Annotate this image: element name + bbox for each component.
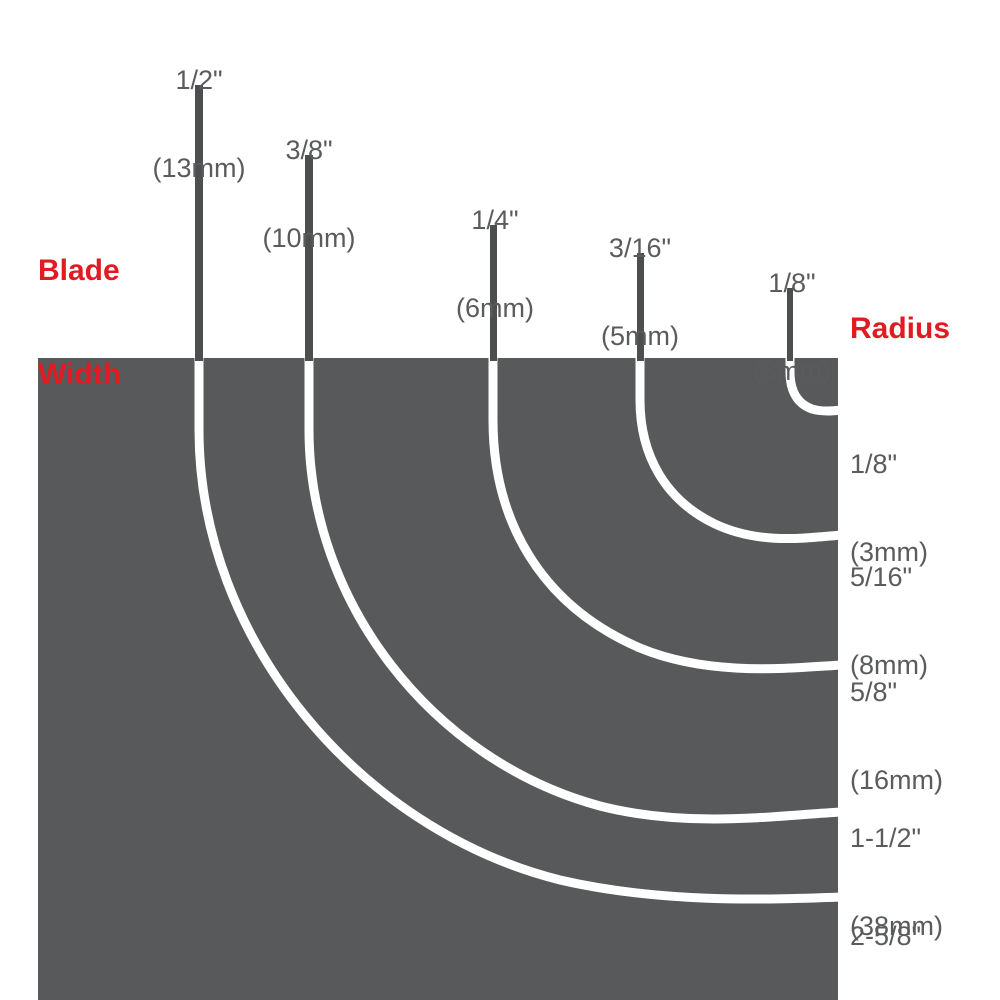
kerf-curve-blade-5: [785, 352, 843, 416]
blade-width-label-3-inches: 1/4": [471, 205, 519, 236]
radius-label-blade-4-mm: (8mm): [850, 649, 928, 680]
blade-width-heading-line1: Blade: [38, 254, 120, 287]
blade-stem-1: [195, 85, 203, 361]
blade-width-label-1-inches: 1/2": [175, 65, 223, 96]
kerf-curve-blade-1: [194, 352, 843, 904]
kerf-curve-blade-4: [635, 352, 843, 544]
kerf-curve-blade-3: [488, 352, 843, 674]
radius-label-blade-3: 5/8" (16mm): [850, 620, 943, 853]
blade-width-label-2-mm: (10mm): [262, 222, 356, 253]
blade-width-heading: Blade Width: [38, 185, 121, 461]
blade-stems: [195, 85, 793, 361]
radius-label-blade-3-mm: (16mm): [850, 764, 943, 795]
blade-width-label-2: 3/8" (10mm): [263, 78, 356, 311]
radius-label-blade-1: 2-5/8" (67mm): [850, 864, 943, 1000]
radius-label-blade-5: 1/8" (3mm): [850, 392, 928, 625]
radius-label-blade-4-inches: 5/16": [850, 562, 913, 593]
blade-width-label-5-inches: 1/8": [768, 268, 816, 299]
radius-label-blade-2-inches: 1-1/2": [850, 823, 922, 854]
blade-stem-3: [490, 225, 497, 361]
kerf-curve-blade-2: [304, 352, 843, 824]
blade-width-heading-line2: Width: [38, 357, 122, 391]
blade-width-label-3: 1/4" (6mm): [456, 148, 534, 381]
radius-heading: Radius: [850, 312, 951, 345]
stock-block: [38, 358, 838, 1000]
radius-label-blade-1-inches: 2-5/8": [850, 921, 922, 952]
radius-label-blade-2: 1-1/2" (38mm): [850, 766, 943, 999]
blade-width-label-1: 1/2" (13mm): [153, 8, 246, 241]
kerf-curves: [194, 352, 843, 904]
blade-width-label-1-mm: (13mm): [152, 152, 246, 183]
blade-width-label-4-inches: 3/16": [608, 233, 672, 264]
blade-stem-5: [787, 288, 793, 361]
radius-label-blade-5-inches: 1/8": [850, 449, 898, 480]
blade-width-label-5: 1/8" (3mm): [753, 211, 831, 444]
radius-label-blade-5-mm: (3mm): [850, 536, 928, 567]
blade-stem-4: [637, 253, 644, 361]
blade-stem-2: [305, 155, 313, 361]
blade-width-label-3-mm: (6mm): [456, 292, 534, 323]
blade-width-label-5-mm: (3mm): [753, 355, 831, 386]
blade-width-label-4-mm: (5mm): [601, 320, 679, 351]
radius-label-blade-4: 5/16" (8mm): [850, 505, 928, 738]
blade-width-label-2-inches: 3/8": [285, 135, 333, 166]
radius-label-blade-3-inches: 5/8": [850, 677, 898, 708]
blade-width-label-4: 3/16" (5mm): [601, 176, 679, 409]
radius-label-blade-2-mm: (38mm): [850, 910, 943, 941]
